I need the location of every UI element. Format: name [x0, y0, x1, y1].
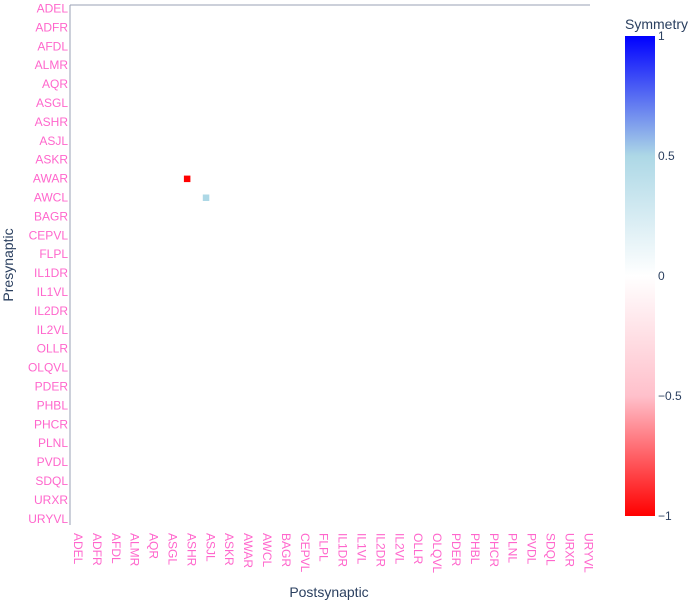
y-tick-label: ASHR — [35, 115, 69, 129]
colorbar-gradient — [625, 36, 655, 516]
x-tick-label: OLQVL — [430, 533, 444, 573]
y-tick-label: FLPL — [39, 247, 68, 261]
y-tick-label: AWCL — [34, 191, 69, 205]
x-tick-label: ADEL — [71, 533, 85, 565]
y-tick-label: AFDL — [37, 39, 68, 53]
y-tick-label: SDQL — [35, 474, 68, 488]
x-tick-label: ASHR — [184, 533, 198, 567]
y-tick-label: IL2VL — [37, 323, 69, 337]
x-tick-label: PDER — [449, 533, 463, 567]
y-tick-label: ADFR — [35, 20, 68, 34]
x-tick-label: IL2VL — [392, 533, 406, 565]
colorbar-tick-label: −0.5 — [658, 389, 682, 403]
x-tick-label: CEPVL — [298, 533, 312, 573]
x-tick-label: AFDL — [109, 533, 123, 564]
x-tick-label: AQR — [147, 533, 161, 559]
y-tick-label: ADEL — [37, 2, 69, 16]
colorbar-ticks: 1 0.5 0 −0.5 −1 — [658, 29, 682, 523]
y-tick-label: OLLR — [37, 342, 69, 356]
y-tick-label: AWAR — [33, 172, 68, 186]
x-tick-label: AWCL — [260, 533, 274, 568]
colorbar-tick-label: 1 — [658, 29, 665, 43]
x-tick-label: PHBL — [468, 533, 482, 565]
y-tick-label: ASJL — [39, 134, 68, 148]
x-tick-labels: ADEL ADFR AFDL ALMR AQR ASGL ASHR ASJL ASKR AWAR A… — [71, 533, 595, 573]
y-tick-label: BAGR — [34, 209, 68, 223]
x-tick-label: ASJL — [203, 533, 217, 562]
y-tick-label: IL2DR — [34, 304, 68, 318]
heatmap-cell — [183, 175, 191, 183]
x-tick-label: ASKR — [222, 533, 236, 566]
y-tick-label: IL1DR — [34, 266, 68, 280]
y-tick-label: ASKR — [35, 153, 68, 167]
x-tick-label: BAGR — [279, 533, 293, 567]
y-axis-title: Presynaptic — [0, 228, 16, 301]
x-tick-label: ASGL — [166, 533, 180, 565]
colorbar-tick-label: −1 — [658, 509, 672, 523]
plot-area — [69, 4, 590, 525]
y-tick-label: PHCR — [34, 417, 68, 431]
y-tick-label: PDER — [35, 380, 69, 394]
x-tick-label: ALMR — [128, 533, 142, 567]
x-tick-label: URYVL — [581, 533, 595, 573]
y-tick-label: ALMR — [35, 58, 69, 72]
x-axis-title: Postsynaptic — [289, 584, 368, 600]
y-tick-label: AQR — [42, 77, 68, 91]
x-tick-label: IL2DR — [373, 533, 387, 567]
y-tick-label: PLNL — [38, 436, 68, 450]
y-tick-label: CEPVL — [29, 228, 69, 242]
heatmap-cells — [183, 175, 210, 201]
x-tick-label: ADFR — [90, 533, 104, 566]
y-tick-label: URXR — [34, 493, 68, 507]
x-tick-label: IL1DR — [336, 533, 350, 567]
x-tick-label: AWAR — [241, 533, 255, 568]
heatmap-cell — [202, 194, 210, 201]
colorbar: Symmetry 1 0.5 0 −0.5 −1 — [625, 16, 688, 523]
colorbar-title: Symmetry — [625, 16, 688, 32]
y-tick-label: IL1VL — [37, 285, 69, 299]
x-tick-label: PHCR — [487, 533, 501, 567]
y-tick-labels: ADEL ADFR AFDL ALMR AQR ASGL ASHR ASJL ASKR AWAR A… — [28, 2, 68, 526]
x-tick-label: FLPL — [317, 533, 331, 562]
y-tick-label: URYVL — [28, 512, 68, 526]
x-tick-label: IL1VL — [355, 533, 369, 565]
y-tick-label: PHBL — [37, 398, 69, 412]
x-tick-label: URXR — [562, 533, 576, 567]
x-tick-label: PLNL — [506, 533, 520, 563]
x-tick-label: SDQL — [544, 533, 558, 566]
y-tick-label: PVDL — [37, 455, 69, 469]
x-tick-label: OLLR — [411, 533, 425, 565]
y-tick-label: ASGL — [36, 96, 68, 110]
colorbar-tick-label: 0 — [658, 269, 665, 283]
x-tick-label: PVDL — [525, 533, 539, 565]
colorbar-tick-label: 0.5 — [658, 149, 675, 163]
y-tick-label: OLQVL — [28, 361, 68, 375]
